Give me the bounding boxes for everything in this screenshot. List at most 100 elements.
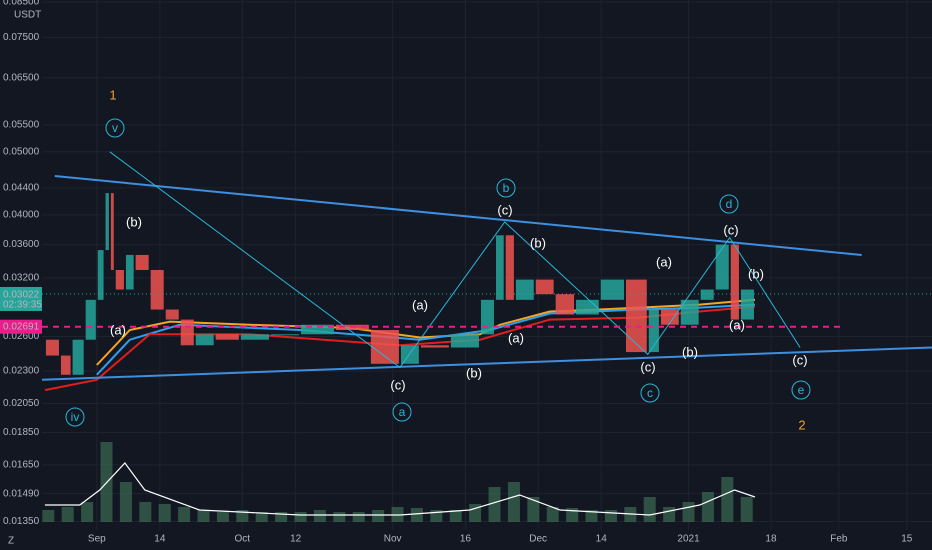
volume-bar [663,507,676,522]
candle [555,294,575,315]
candle [450,334,479,348]
volume-bar [61,507,74,522]
volume-bar [333,512,346,522]
candle [740,289,754,320]
marked-price-label: 0.02691 [3,321,40,332]
y-tick-label: 0.01650 [3,459,40,470]
wave-label: a [399,405,406,419]
volume-bar [42,510,55,522]
wave-label: b [503,181,510,195]
logo: Z [8,536,14,547]
wave-circle [65,407,85,427]
x-tick-label: 2021 [677,534,700,545]
currency-label: USDT [14,10,41,21]
x-tick-label: Sep [88,534,106,545]
candle [45,339,59,356]
candle [215,334,239,340]
candle [680,299,699,325]
wave-circle [719,194,739,214]
wave-label: e [798,383,805,397]
x-tick-label: 18 [765,534,777,545]
y-tick-label: 0.04000 [3,209,40,220]
volume-bar [546,507,559,522]
last-price-label: 0.03022 [3,290,40,301]
wave-label: d [726,197,733,211]
candle [700,289,714,300]
x-tick-label: Dec [529,534,547,545]
candle [135,254,149,270]
wave-circle [640,383,660,403]
volume-bar [275,512,288,522]
candle [85,299,96,340]
candle [625,279,647,353]
candle [301,324,334,335]
volume-bar [216,512,229,522]
candle [165,309,179,320]
volume-bar [197,510,210,522]
x-tick-label: 14 [596,534,608,545]
candle [240,334,269,340]
volume-bar [721,477,734,522]
marked-price-box [0,319,42,334]
y-tick-label: 0.05000 [3,146,40,157]
candle [72,339,84,375]
wave-label: (b) [682,344,698,359]
wave-label: iv [71,410,80,424]
candle [125,254,134,290]
volume-ma [44,462,756,516]
volume-bar [410,508,423,522]
volume-bar [139,502,152,522]
volume-bar [740,497,753,522]
candle [150,269,164,310]
y-tick-label: 0.03600 [3,239,40,250]
wave-label: (b) [530,235,546,250]
candle [270,334,300,336]
wave-label: (a) [110,322,126,337]
candle [660,309,679,325]
wave-label: (c) [640,359,655,374]
price-axis [0,0,42,550]
wave-circle [105,118,125,138]
countdown-label: 02:39:35 [3,300,42,311]
wave-label: (a) [656,254,672,269]
volume-bar [178,507,191,522]
candle [648,309,659,353]
candle [110,193,114,270]
volume-bar [507,482,520,522]
y-tick-label: 0.03200 [3,272,40,283]
y-tick-label: 0.01350 [3,516,40,527]
wave-line [109,151,801,369]
volume-bar [604,510,617,522]
wave-label: 2 [798,417,805,432]
x-tick-label: Oct [235,534,251,545]
candle [535,279,554,295]
candle [600,279,624,300]
candle [496,235,504,300]
volume-bar [566,508,579,522]
volume-bar [701,492,714,522]
wave-label: v [112,121,118,135]
y-tick-label: 0.05500 [3,120,40,131]
volume-bar [449,510,462,522]
y-tick-label: 0.02300 [3,366,40,377]
volume-bar [119,482,132,522]
candle [105,193,109,251]
candle [505,235,514,300]
wave-label: 1 [109,87,116,102]
last-price-box [0,286,42,311]
y-tick-label: 0.01850 [3,427,40,438]
volume-bar [527,497,540,522]
volume-bar [585,510,598,522]
volume-bar [488,487,501,522]
y-tick-label: 0.01490 [3,488,40,499]
wave-label: (a) [412,297,428,312]
volume-bar [682,502,695,522]
wave-label: (a) [729,317,745,332]
volume-bar [255,512,268,522]
volume-bar [372,510,385,522]
x-tick-label: 15 [901,534,913,545]
wave-label: (c) [497,202,512,217]
candle [480,299,495,335]
volume-bar [158,504,171,522]
